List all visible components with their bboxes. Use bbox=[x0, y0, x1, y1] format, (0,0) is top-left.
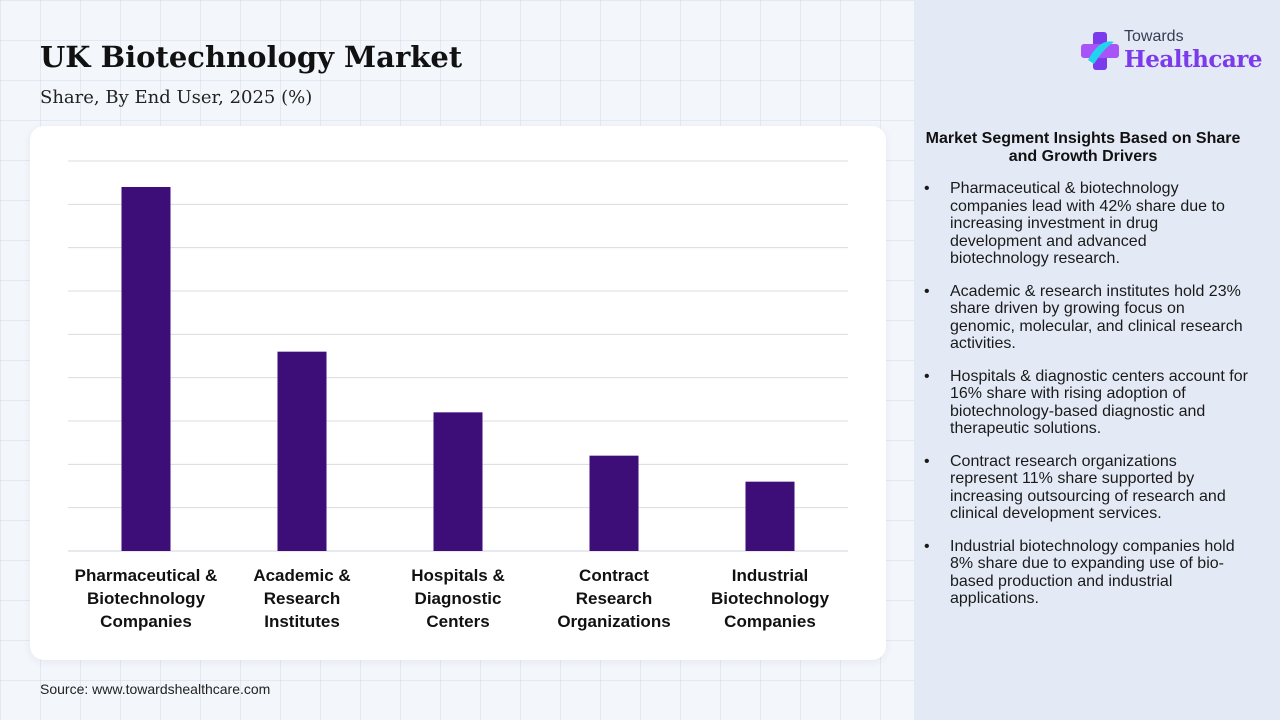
insight-text: Academic & research institutes hold 23% … bbox=[950, 282, 1243, 353]
logo-text-healthcare: Healthcare bbox=[1124, 46, 1263, 73]
insight-text: Industrial biotechnology companies hold … bbox=[950, 537, 1235, 608]
bullet-icon: • bbox=[924, 367, 930, 385]
x-tick-label: Contract Research Organizations bbox=[557, 566, 671, 631]
insight-item: • Academic & research institutes hold 23%… bbox=[924, 283, 1248, 353]
bar-chart bbox=[68, 160, 848, 552]
page-title: UK Biotechnology Market bbox=[40, 40, 463, 74]
x-tick-label: Industrial Biotechnology Companies bbox=[710, 566, 830, 631]
bullet-icon: • bbox=[924, 180, 930, 197]
bar bbox=[433, 412, 483, 551]
insights-panel bbox=[914, 0, 1280, 720]
insight-item: • Pharmaceutical & biotechnology companie… bbox=[924, 180, 1248, 268]
bar bbox=[745, 481, 795, 551]
insight-item: • Hospitals & diagnostic centers account … bbox=[924, 368, 1248, 438]
bar bbox=[589, 455, 639, 551]
bar bbox=[121, 187, 171, 551]
insights-list: • Pharmaceutical & biotechnology companie… bbox=[924, 180, 1248, 623]
bullet-icon: • bbox=[924, 537, 930, 555]
insights-title: Market Segment Insights Based on Share a… bbox=[925, 130, 1241, 165]
source-note: Source: www.towardshealthcare.com bbox=[40, 681, 271, 697]
insight-text: Contract research organizations represen… bbox=[950, 452, 1226, 523]
page-subtitle: Share, By End User, 2025 (%) bbox=[40, 87, 313, 108]
x-tick-label: Hospitals & Diagnostic Centers bbox=[411, 566, 505, 631]
x-tick-label: Pharmaceutical & Biotechnology Companies bbox=[74, 566, 218, 631]
bullet-icon: • bbox=[924, 452, 930, 470]
insight-item: • Contract research organizations represe… bbox=[924, 453, 1248, 523]
bullet-icon: • bbox=[924, 282, 930, 300]
x-tick-label: Academic & Research Institutes bbox=[253, 566, 351, 631]
insight-text: Pharmaceutical & biotechnology companies… bbox=[950, 180, 1225, 267]
medical-cross-icon bbox=[1081, 32, 1119, 70]
logo-text-towards: Towards bbox=[1124, 28, 1184, 45]
bar bbox=[277, 351, 327, 551]
insight-text: Hospitals & diagnostic centers account f… bbox=[950, 367, 1248, 438]
brand-logo: Towards Healthcare bbox=[1080, 28, 1263, 78]
chart-card: Pharmaceutical & Biotechnology Companies… bbox=[30, 126, 886, 660]
insight-item: • Industrial biotechnology companies hold… bbox=[924, 538, 1248, 608]
